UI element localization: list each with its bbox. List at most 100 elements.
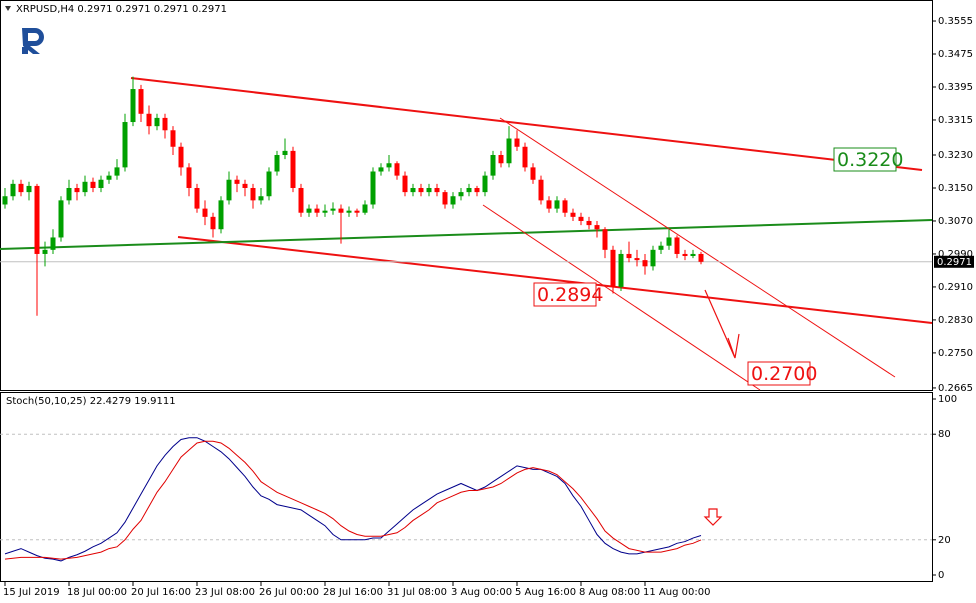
candle-body	[330, 208, 336, 211]
candle-body	[538, 179, 544, 201]
candle-body	[314, 208, 320, 213]
indicator-title: Stoch(50,10,25) 22.4279 19.9111	[6, 396, 176, 407]
candle-body	[58, 200, 64, 238]
candle-body	[602, 229, 608, 250]
candle-body	[26, 185, 32, 193]
candle-body	[586, 220, 592, 226]
candle-body	[202, 208, 208, 217]
candle-body	[242, 183, 248, 188]
candle-body	[506, 138, 512, 164]
candle-body	[674, 237, 680, 254]
candle-body	[418, 187, 424, 193]
trend-line	[130, 77, 923, 171]
candle-body	[378, 167, 384, 172]
candle-body	[82, 181, 88, 193]
candle-body	[642, 260, 648, 267]
y-tick-label: 0.3555	[938, 16, 973, 27]
candle-body	[666, 237, 672, 246]
candle-body	[490, 155, 496, 176]
candle-body	[250, 187, 256, 201]
y-tick-label: 0	[938, 570, 944, 581]
candle-body	[154, 117, 160, 127]
candle-body	[698, 253, 704, 262]
candle-body	[426, 187, 432, 193]
candle-body	[362, 204, 368, 213]
candle-body	[394, 163, 400, 176]
candle-body	[162, 117, 168, 131]
candle-body	[122, 122, 128, 168]
candle-body	[626, 253, 632, 259]
candle-body	[434, 187, 440, 193]
forecast-arrow	[704, 289, 740, 359]
stoch-line	[4, 440, 702, 560]
candle-body	[66, 187, 72, 201]
trend-line	[0, 219, 933, 250]
y-tick-label: 80	[938, 429, 951, 440]
level-label: 0.2700	[751, 363, 817, 385]
x-tick-label: 31 Jul 08:00	[387, 587, 447, 598]
candle-body	[194, 187, 200, 209]
candle-body	[10, 183, 16, 197]
x-tick-label: 23 Jul 08:00	[195, 587, 255, 598]
candle-body	[474, 187, 480, 193]
y-tick-label: 0.2750	[938, 348, 973, 359]
stoch-panel	[0, 392, 933, 582]
candle-body	[218, 200, 224, 230]
candle-body	[546, 200, 552, 209]
down-arrow-icon	[703, 508, 723, 526]
candle-body	[690, 253, 696, 257]
y-tick-label: 0.2830	[938, 315, 973, 326]
level-label-box	[833, 147, 897, 172]
x-tick-label: 11 Aug 00:00	[643, 587, 710, 598]
candle-body	[50, 237, 56, 250]
candle-body	[570, 212, 576, 217]
y-tick-label: 0.3315	[938, 115, 973, 126]
candle-body	[594, 225, 600, 230]
candle-body	[442, 192, 448, 205]
level-label-box	[533, 282, 597, 307]
candle-body	[114, 167, 120, 176]
y-tick-label: 0.3475	[938, 49, 973, 60]
x-tick-label: 5 Aug 16:00	[515, 587, 576, 598]
candle-body	[514, 138, 520, 147]
candle-body	[530, 167, 536, 180]
last-price-label: 0.2971	[937, 257, 972, 268]
y-tick-label: 0.2910	[938, 282, 973, 293]
candle-body	[386, 163, 392, 168]
candle-body	[258, 196, 264, 201]
x-tick-label: 20 Jul 16:00	[131, 587, 191, 598]
price-panel	[0, 0, 933, 391]
chart-title: XRPUSD,H4 0.2971 0.2971 0.2971 0.2971	[16, 4, 227, 15]
candle-body	[482, 175, 488, 193]
trend-line	[177, 236, 933, 324]
candle-body	[18, 183, 24, 193]
candle-body	[282, 150, 288, 156]
candle-body	[578, 216, 584, 221]
candle-body	[458, 192, 464, 197]
x-tick-label: 8 Aug 08:00	[579, 587, 640, 598]
y-tick-label: 0.2990	[938, 249, 973, 260]
candle-body	[298, 187, 304, 213]
y-tick-label: 0.2665	[938, 383, 973, 394]
x-tick-label: 26 Jul 00:00	[259, 587, 319, 598]
candle-body	[610, 249, 616, 287]
symbol-icon	[5, 6, 11, 11]
candle-body	[410, 187, 416, 193]
candle-body	[634, 258, 640, 261]
candle-body	[234, 179, 240, 184]
level-label: 0.2894	[537, 284, 603, 306]
level-label-box	[747, 361, 811, 386]
candle-body	[226, 179, 232, 201]
candle-body	[34, 185, 40, 254]
candle-body	[650, 249, 656, 267]
candle-body	[2, 196, 8, 205]
candle-body	[498, 155, 504, 164]
candle-body	[274, 155, 280, 172]
candle-body	[466, 187, 472, 193]
y-tick-label: 0.3395	[938, 82, 973, 93]
candle-body	[290, 150, 296, 188]
candle-body	[402, 175, 408, 193]
candle-body	[618, 253, 624, 287]
